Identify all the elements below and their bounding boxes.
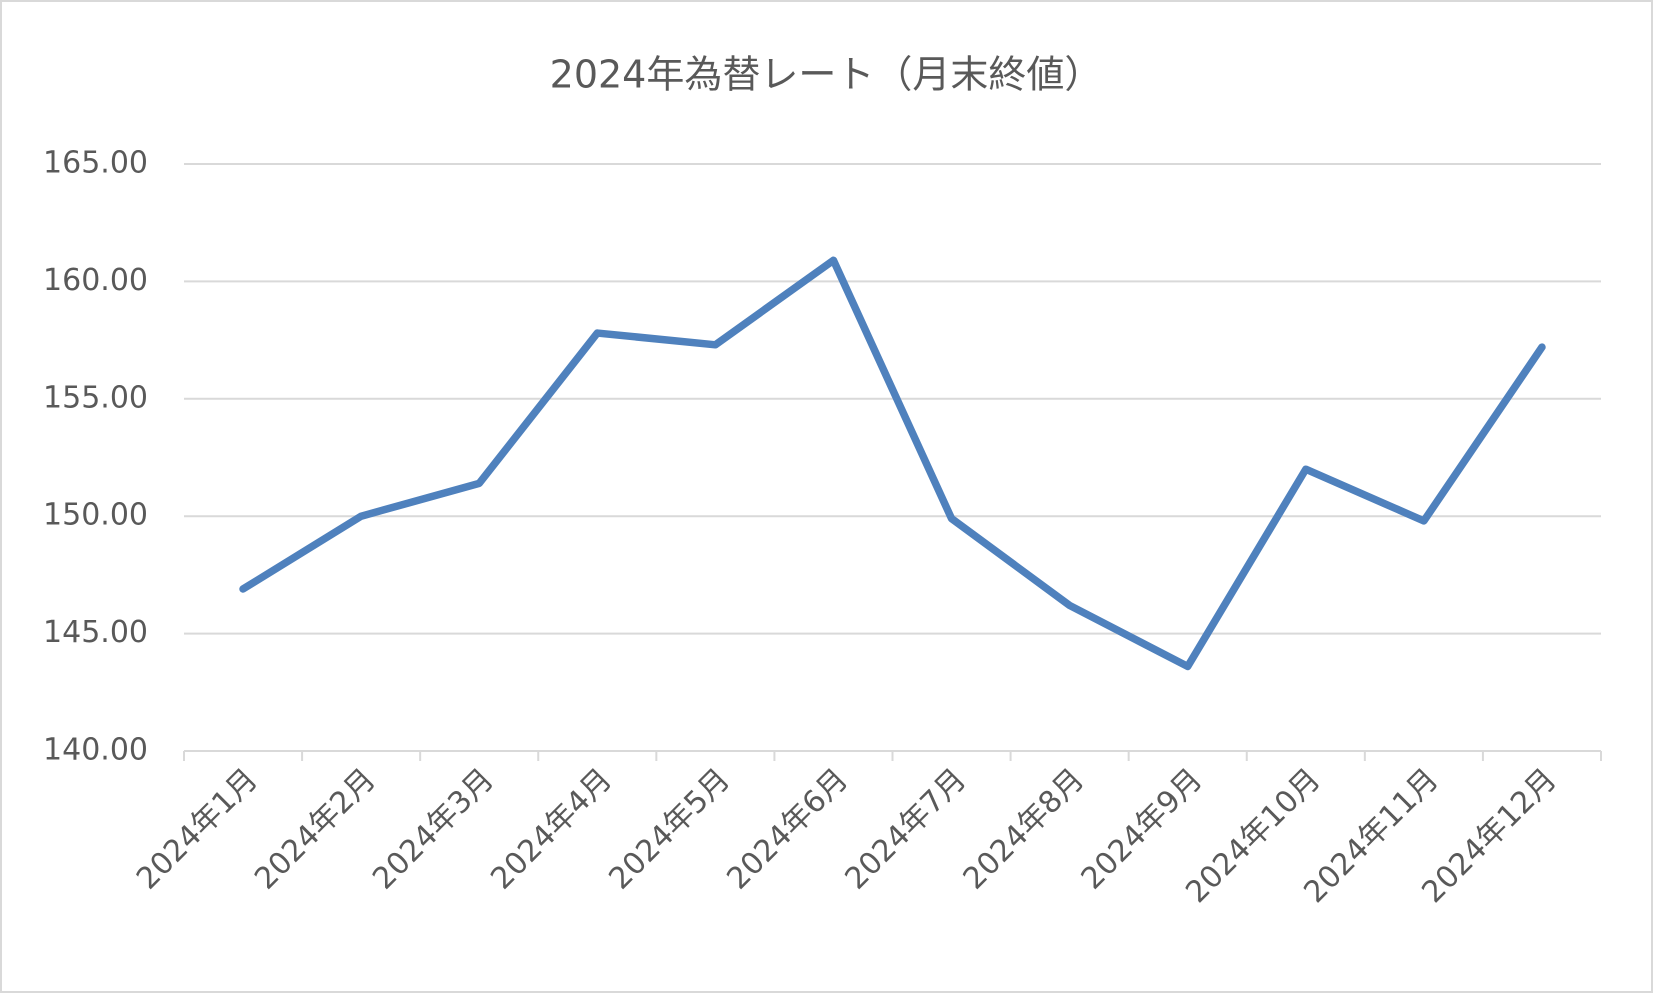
y-tick-label: 145.00 [43,615,148,650]
y-tick-label: 150.00 [43,498,148,533]
chart-title: 2024年為替レート（月末終値） [550,53,1103,97]
y-tick-label: 160.00 [43,263,148,298]
data-line [239,256,1546,671]
y-tick-label: 140.00 [43,733,148,768]
y-tick-label: 165.00 [43,146,148,181]
y-tick-label: 155.00 [43,380,148,415]
